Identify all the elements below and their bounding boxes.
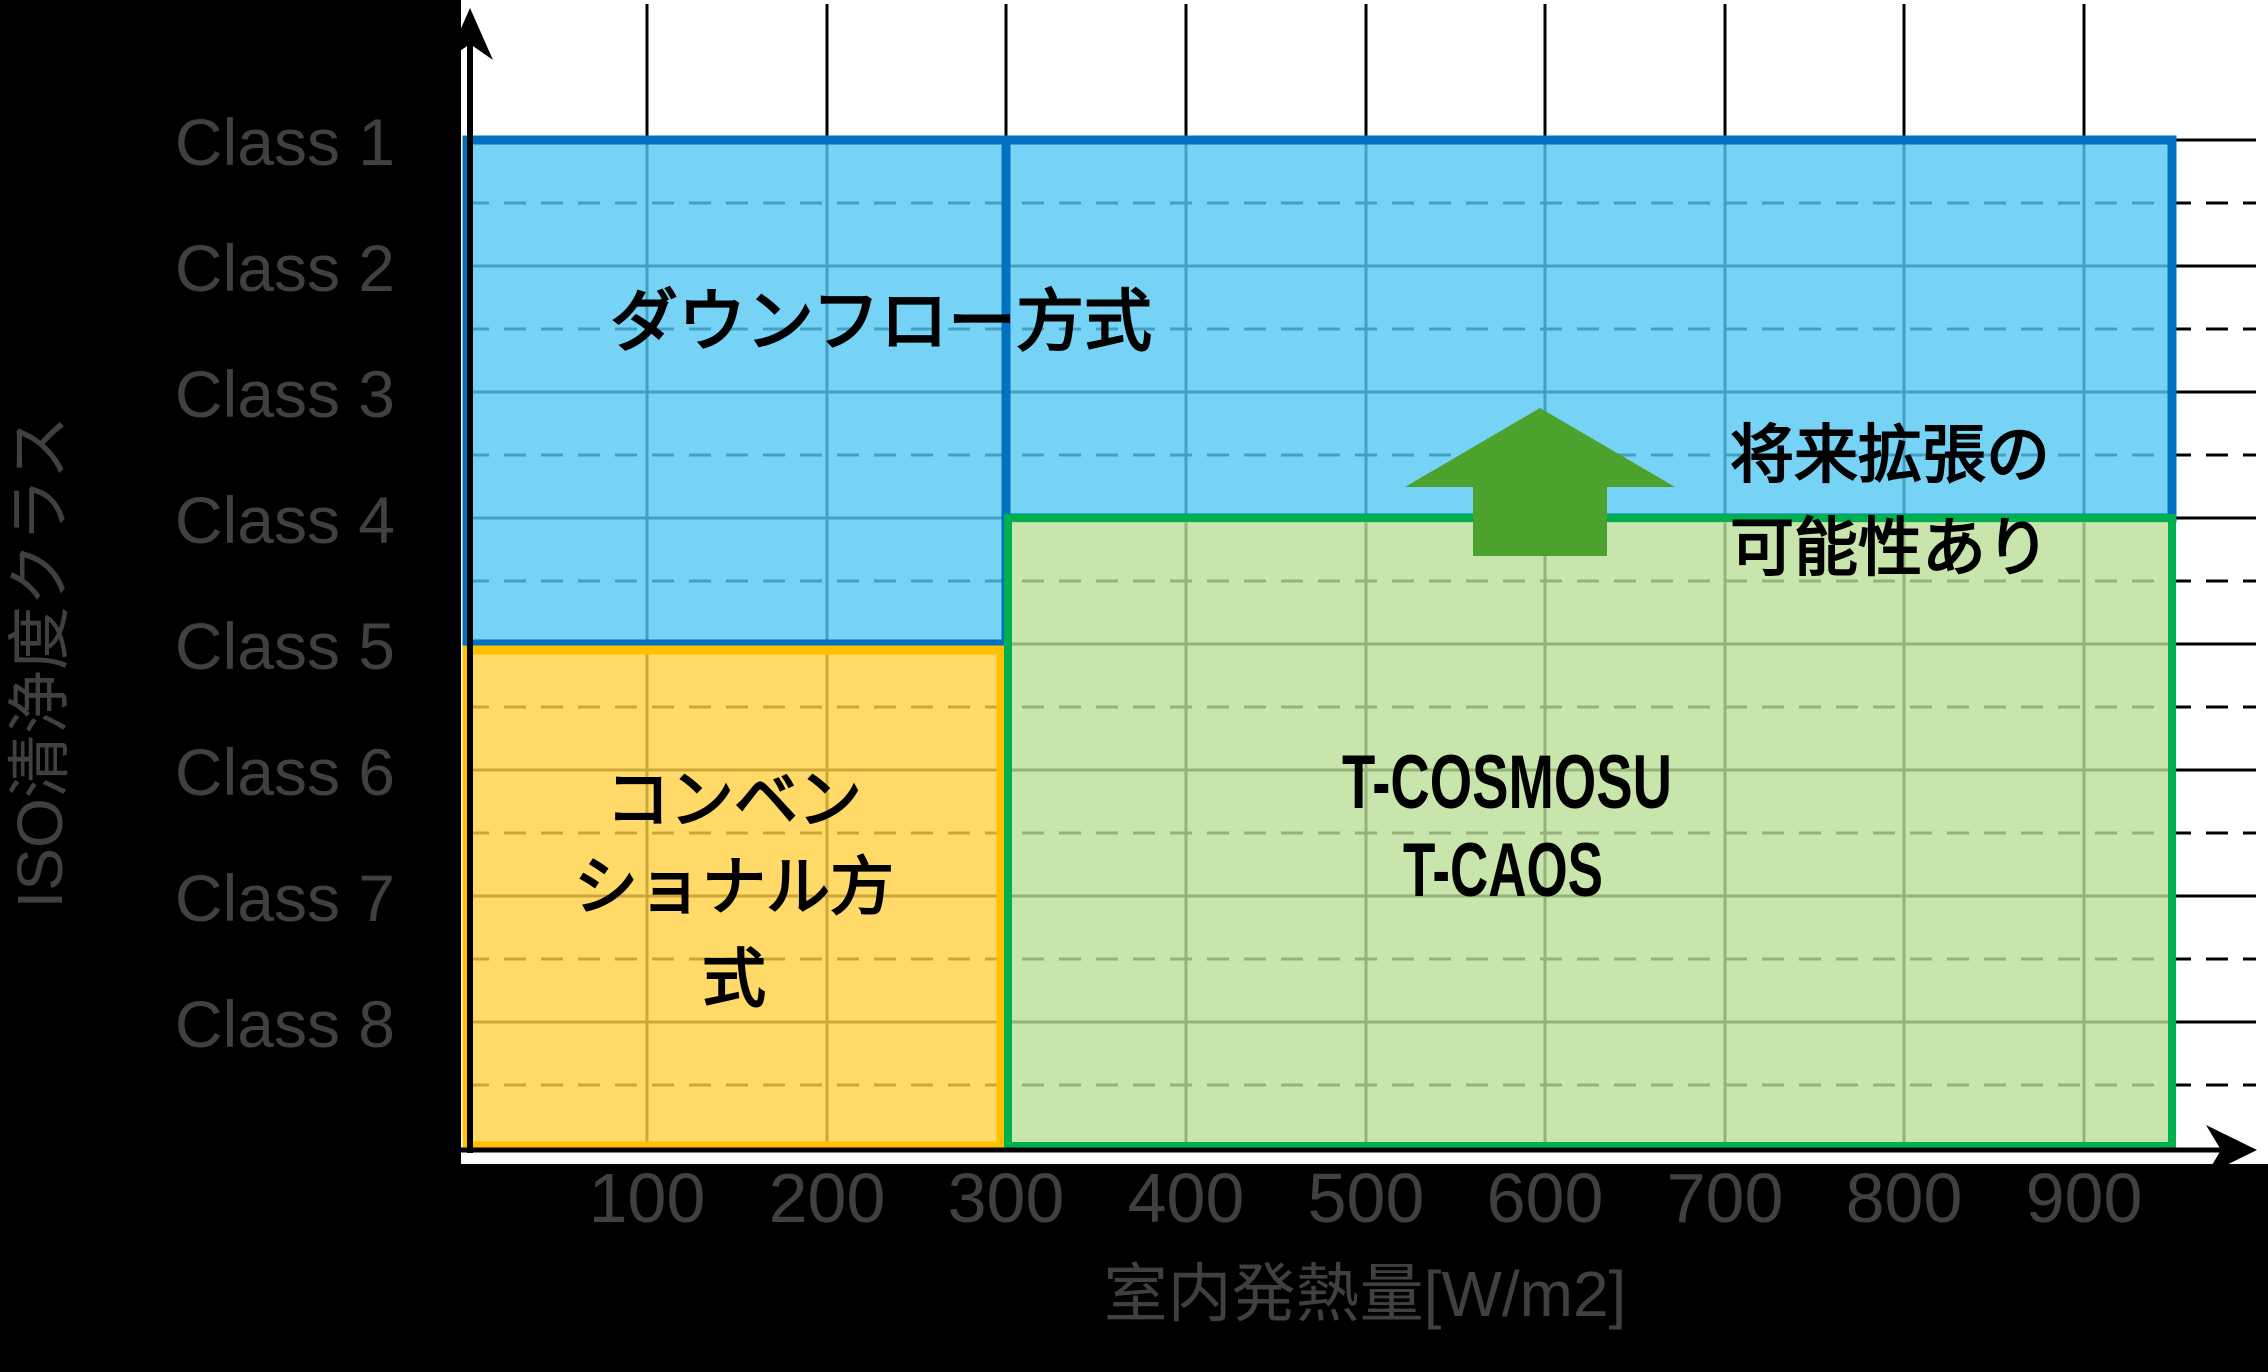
region-labels: ダウンフロー方式 将来拡張の 可能性あり T-COSMOSU T-CAOS コン… — [574, 284, 2050, 1015]
x-axis-arrow-icon — [2206, 1125, 2257, 1175]
x-axis-title: 室内発熱量[W/m2] — [1104, 1258, 1627, 1330]
conventional-label-line3: 式 — [702, 943, 766, 1015]
expansion-arrow-icon — [1405, 408, 1675, 556]
class-label-4: Class 4 — [175, 483, 395, 557]
tcosmos-label-line1: T-COSMOSU — [1342, 740, 1672, 825]
class-label-2: Class 2 — [175, 231, 395, 305]
x-axis-tick-labels: 100 200 300 400 500 600 700 800 900 — [589, 1159, 2143, 1237]
conventional-label-line2: ショナル方 — [574, 851, 894, 923]
region-tcosmos-shape — [1004, 514, 2176, 1150]
tick-500: 500 — [1308, 1159, 1425, 1237]
y-axis-title: ISO清浄度クラス — [4, 416, 76, 909]
class-label-7: Class 7 — [175, 861, 395, 935]
conventional-label-line1: コンベン — [606, 764, 862, 836]
class-label-1: Class 1 — [175, 105, 395, 179]
tick-900: 900 — [2026, 1159, 2143, 1237]
expansion-note-line2: 可能性あり — [1730, 512, 2050, 584]
tick-700: 700 — [1667, 1159, 1784, 1237]
tick-400: 400 — [1128, 1159, 1245, 1237]
tick-800: 800 — [1846, 1159, 1963, 1237]
tick-600: 600 — [1487, 1159, 1604, 1237]
class-label-6: Class 6 — [175, 735, 395, 809]
axes — [447, 8, 2257, 1175]
y-axis-arrow-icon — [447, 8, 493, 60]
tick-200: 200 — [769, 1159, 886, 1237]
axis-text-group: Class 1 Class 2 Class 3 Class 4 Class 5 … — [4, 105, 2142, 1330]
class-label-3: Class 3 — [175, 357, 395, 431]
class-label-5: Class 5 — [175, 609, 395, 683]
tick-300: 300 — [948, 1159, 1065, 1237]
y-axis-class-labels: Class 1 Class 2 Class 3 Class 4 Class 5 … — [175, 105, 395, 1061]
downflow-label: ダウンフロー方式 — [610, 284, 1152, 360]
class-label-8: Class 8 — [175, 987, 395, 1061]
tick-100: 100 — [589, 1159, 706, 1237]
expansion-note-line1: 将来拡張の — [1730, 419, 2050, 491]
tcosmos-label-line2: T-CAOS — [1403, 828, 1603, 913]
